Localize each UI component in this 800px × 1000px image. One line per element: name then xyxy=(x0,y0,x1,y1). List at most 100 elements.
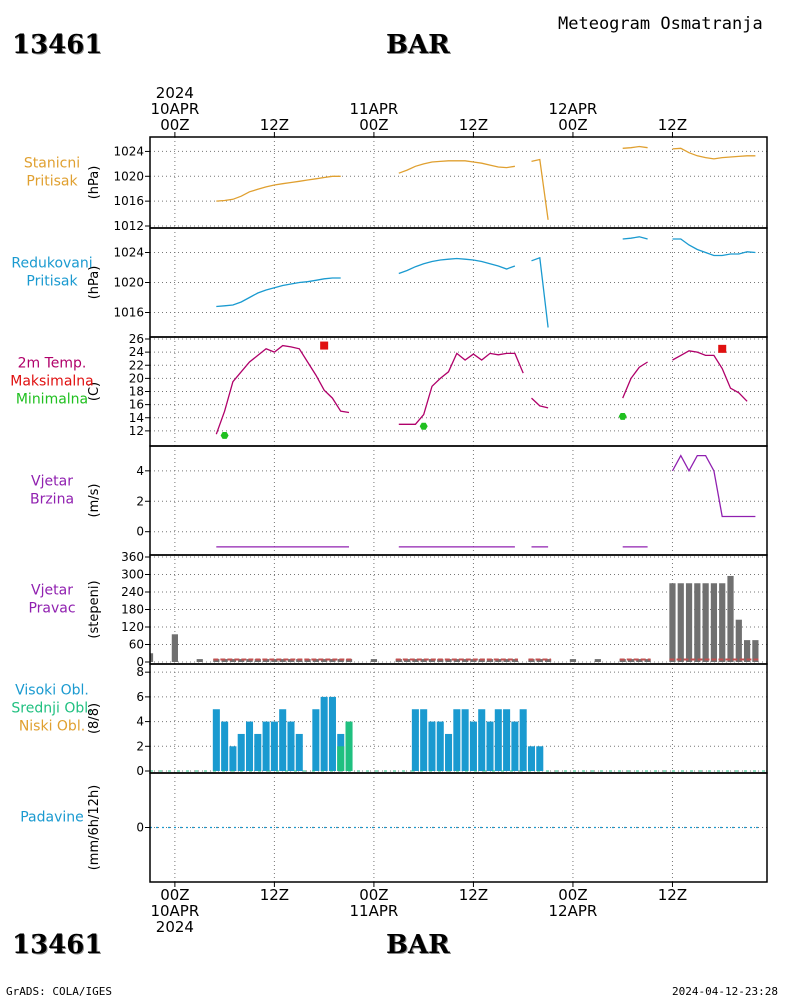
cloud-bar xyxy=(295,733,303,771)
y-tick-label: 2 xyxy=(136,494,144,508)
series-line xyxy=(216,277,341,308)
panel-plot-area xyxy=(150,228,767,337)
y-axis-label: (m/s) xyxy=(87,484,102,518)
cloud-bar xyxy=(527,746,536,771)
series-line xyxy=(672,238,756,257)
time-label: 00Z xyxy=(359,886,388,904)
cloud-bar xyxy=(536,746,544,771)
time-label: 12Z xyxy=(260,886,289,904)
time-label: 12APR xyxy=(549,100,598,118)
y-tick-label: 12 xyxy=(129,424,144,438)
cloud-bar xyxy=(436,721,444,771)
time-label: 11APR xyxy=(349,902,398,920)
bar xyxy=(644,659,651,662)
bar xyxy=(171,634,178,662)
bar xyxy=(669,583,676,662)
cloud-bar xyxy=(212,709,220,771)
y-tick-label: 300 xyxy=(121,568,144,582)
panel-label: Pritisak xyxy=(26,274,78,290)
cloud-bar xyxy=(254,733,262,771)
time-label: 12Z xyxy=(459,886,488,904)
y-tick-label: 1024 xyxy=(113,246,144,260)
y-tick-label: 18 xyxy=(129,385,144,399)
y-tick-label: 0 xyxy=(136,525,144,539)
station-name-top: BAR xyxy=(386,30,450,60)
bar xyxy=(238,659,245,662)
cloud-bar xyxy=(428,721,436,771)
cloud-bar xyxy=(337,746,345,771)
cloud-bar xyxy=(478,709,486,771)
y-tick-label: 8 xyxy=(136,665,144,679)
panel-label: Maksimalna xyxy=(10,374,94,390)
series-line xyxy=(531,158,549,220)
panel-label: Pravac xyxy=(28,601,75,617)
time-label: 00Z xyxy=(160,886,189,904)
bar xyxy=(321,659,328,662)
y-tick-label: 360 xyxy=(121,550,144,564)
panel-5 xyxy=(145,554,768,665)
y-tick-label: 1016 xyxy=(113,194,144,208)
series-line xyxy=(398,160,516,174)
max-temp-marker xyxy=(718,344,727,353)
series-line xyxy=(398,257,516,275)
cloud-bar xyxy=(229,746,237,771)
series-line xyxy=(622,236,648,240)
y-tick-label: 24 xyxy=(129,345,144,359)
bar xyxy=(503,659,510,662)
panel-label: Brzina xyxy=(30,492,74,508)
cloud-bar xyxy=(221,721,229,771)
bar xyxy=(453,659,460,662)
y-tick-label: 0 xyxy=(136,821,144,835)
y-axis-label: (hPa) xyxy=(87,266,102,300)
series-line xyxy=(672,147,756,160)
time-label: 12Z xyxy=(658,886,687,904)
bar xyxy=(710,583,718,662)
y-tick-label: 1016 xyxy=(113,306,144,320)
y-tick-label: 0 xyxy=(136,764,144,778)
y-tick-label: 120 xyxy=(121,620,144,634)
panel-3 xyxy=(145,336,768,447)
cloud-bar xyxy=(262,721,270,771)
station-name-bottom: BAR xyxy=(386,930,450,960)
min-temp-marker xyxy=(618,413,627,420)
panel-plot-area xyxy=(150,137,767,228)
footer-credit: GrADS: COLA/IGES xyxy=(6,985,112,998)
panel-6 xyxy=(145,663,768,774)
y-tick-label: 20 xyxy=(129,371,144,385)
station-id-top: 13461 xyxy=(12,30,103,60)
cloud-bar xyxy=(411,709,419,771)
cloud-bar xyxy=(320,696,328,771)
panel-frame xyxy=(149,136,768,229)
cloud-bar xyxy=(494,709,502,771)
bar xyxy=(150,653,154,662)
bar xyxy=(694,583,701,662)
panel-frame xyxy=(149,445,768,556)
cloud-bar xyxy=(245,721,254,771)
panel-label: Redukovani xyxy=(11,256,92,272)
y-tick-label: 4 xyxy=(136,464,144,478)
y-tick-label: 6 xyxy=(136,690,144,704)
time-label: 00Z xyxy=(160,116,189,134)
series-line xyxy=(215,344,350,435)
panel-4 xyxy=(145,445,768,556)
series-line xyxy=(672,350,748,402)
bar xyxy=(544,659,552,662)
time-label: 00Z xyxy=(558,116,587,134)
cloud-bar xyxy=(328,696,336,771)
y-tick-label: 240 xyxy=(121,585,144,599)
bar xyxy=(462,659,469,662)
bar xyxy=(735,619,742,662)
panel-label: 2m Temp. xyxy=(18,356,87,372)
cloud-bar xyxy=(270,721,278,771)
cloud-bar xyxy=(461,709,469,771)
y-axis-label: (hPa) xyxy=(87,166,102,200)
bar xyxy=(420,659,427,662)
y-tick-label: 4 xyxy=(136,715,144,729)
panel-1 xyxy=(145,136,768,229)
max-temp-marker xyxy=(320,341,329,350)
y-tick-label: 14 xyxy=(129,411,144,425)
series-line xyxy=(622,145,648,149)
bar xyxy=(412,659,419,662)
cloud-bar xyxy=(486,721,494,771)
